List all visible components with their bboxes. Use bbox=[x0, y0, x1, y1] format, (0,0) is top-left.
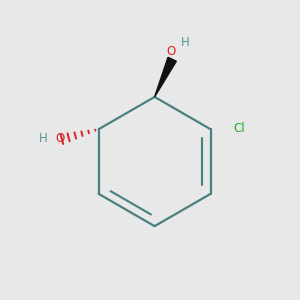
Text: H: H bbox=[39, 132, 48, 145]
Text: H: H bbox=[181, 36, 189, 49]
Polygon shape bbox=[154, 57, 176, 97]
Text: O: O bbox=[167, 45, 176, 58]
Text: O: O bbox=[55, 132, 64, 145]
Text: Cl: Cl bbox=[234, 122, 245, 135]
